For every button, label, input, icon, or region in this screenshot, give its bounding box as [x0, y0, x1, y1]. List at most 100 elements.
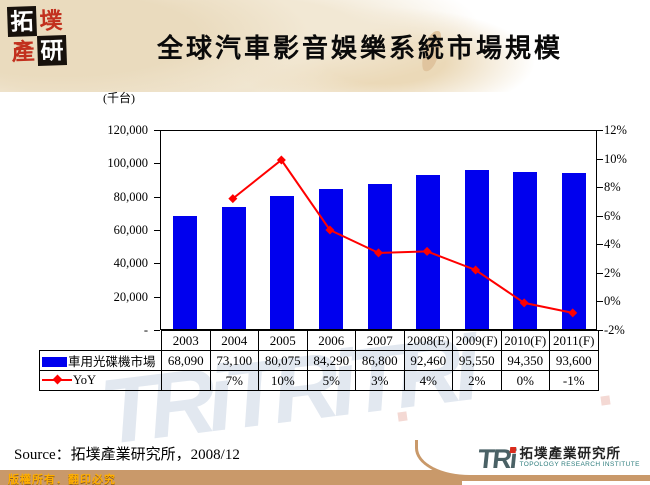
right-axis-label: -2%: [604, 323, 625, 337]
bar-value-cell: 68,090: [161, 350, 211, 371]
yoy-marker: [471, 265, 481, 275]
year-header-cell: 2011(F): [549, 330, 599, 351]
yoy-value-cell: 7%: [209, 370, 259, 391]
yoy-value-cell: 10%: [258, 370, 308, 391]
seal-char: 墣: [39, 7, 63, 34]
right-axis-label: 4%: [604, 237, 621, 252]
right-axis-tick: [597, 244, 603, 246]
yoy-value-cell: 4%: [403, 370, 453, 391]
page-title: 全球汽車影音娛樂系統市場規模: [156, 34, 563, 63]
legend-cell-yoy-series: YoY: [39, 370, 162, 391]
y-axis-label: 120,000: [107, 123, 148, 137]
bar-2006: [318, 188, 343, 329]
bar-2004: [221, 207, 246, 329]
year-header-cell: 2005: [258, 330, 308, 351]
bar-2007: [367, 184, 392, 329]
y-axis-label: -: [143, 323, 148, 337]
y-axis-label: 60,000: [113, 223, 148, 237]
right-axis-label: 10%: [604, 151, 627, 166]
logo-red-dot-icon: [509, 447, 516, 453]
yoy-marker: [519, 298, 529, 308]
bar-series-label: 車用光碟機市場: [68, 355, 156, 369]
right-axis-tick: [597, 301, 603, 303]
bar-2011(F): [561, 173, 586, 329]
yoy-value-cell: [161, 370, 211, 391]
yoy-value-cell: 3%: [355, 370, 405, 391]
header-banner: [0, 0, 650, 92]
yoy-key-diamond: [52, 374, 63, 385]
yoy-value-cell: 0%: [500, 370, 550, 391]
seal-char: 拓: [6, 6, 38, 38]
source-text: Source：拓墣產業研究所，2008/12: [14, 447, 240, 463]
year-header-cell: 2009(F): [452, 330, 502, 351]
bar-2003: [173, 215, 198, 329]
right-axis-tick: [597, 130, 603, 131]
right-axis-label: 0%: [604, 294, 621, 309]
table-row-bar-values: 車用光碟機市場 68,090 73,100 80,075 84,290 86,800 92…: [39, 350, 599, 371]
yoy-value-cell: 2%: [452, 370, 502, 391]
y-axis-tick: [154, 296, 160, 298]
yoy-marker: [325, 225, 335, 235]
year-header-cell: 2006: [306, 330, 356, 351]
seal-char: 產: [11, 38, 35, 65]
bar-value-cell: 86,800: [355, 350, 405, 371]
yoy-marker: [422, 246, 432, 256]
right-axis-tick: [597, 187, 603, 189]
right-axis-tick: [597, 330, 603, 331]
tri-logo: TRi 拓墣產業研究所 TOPOLOGY RESEARCH INSTITUTE: [476, 444, 640, 474]
watermark-red-dot: [600, 395, 611, 406]
right-axis-label: 8%: [604, 180, 621, 195]
copyright-text: 版權所有．翻印必究: [8, 474, 116, 485]
bar-value-cell: 80,075: [258, 350, 308, 371]
tri-wordmark: TRi: [476, 444, 517, 474]
y-axis-tick: [154, 163, 160, 165]
y-axis-tick: [154, 263, 160, 265]
year-header-cell: 2003: [161, 330, 211, 351]
table-corner-empty: [40, 331, 162, 351]
bar-2005: [270, 195, 295, 329]
year-header-cell: 2008(E): [403, 330, 453, 351]
legend-cell-bar-series: 車用光碟機市場: [39, 350, 162, 371]
yoy-series-label: YoY: [73, 373, 97, 387]
chart-plot-area: [160, 130, 597, 330]
right-axis-tick: [597, 272, 603, 274]
bar-value-cell: 73,100: [209, 350, 259, 371]
company-seal-logo: 拓 墣 產 研: [6, 5, 68, 67]
right-axis-tick: [597, 215, 603, 217]
yoy-value-cell: 5%: [306, 370, 356, 391]
yoy-line-layer: [228, 155, 578, 318]
bar-value-cell: 95,550: [452, 350, 502, 371]
year-header-cell: 2004: [209, 330, 259, 351]
footer-plate-underline: [462, 481, 650, 485]
y-axis-label: 40,000: [113, 256, 148, 271]
yoy-marker: [228, 194, 238, 204]
table-row-years: 2003 2004 2005 2006 2007 2008(E) 2009(F) 2010(F…: [40, 330, 599, 351]
yoy-marker: [276, 155, 286, 165]
seal-char: 研: [37, 34, 68, 66]
yoy-marker: [568, 308, 578, 318]
footer-logo-plate: TRi 拓墣產業研究所 TOPOLOGY RESEARCH INSTITUTE: [415, 440, 650, 478]
bar-value-cell: 94,350: [500, 350, 550, 371]
bar-series-swatch: [42, 357, 67, 367]
bar-value-cell: 84,290: [306, 350, 356, 371]
logo-name-en: TOPOLOGY RESEARCH INSTITUTE: [519, 461, 640, 468]
right-axis-tick: [597, 158, 603, 160]
tri-logo-names: 拓墣產業研究所 TOPOLOGY RESEARCH INSTITUTE: [520, 446, 640, 469]
table-row-yoy-values: YoY 7% 10% 5% 3% 4% 2% 0% -1%: [39, 370, 599, 391]
right-axis-label: 2%: [604, 265, 621, 280]
bar-value-cell: 92,460: [403, 350, 453, 371]
yoy-line: [232, 158, 573, 314]
y-axis-tick: [154, 330, 160, 331]
bar-2009(F): [464, 169, 489, 329]
right-axis-label: 12%: [604, 123, 627, 137]
data-table: 2003 2004 2005 2006 2007 2008(E) 2009(F) 2010(F…: [39, 330, 599, 391]
watermark-red-dot: [397, 411, 408, 422]
logo-name-zh: 拓墣產業研究所: [519, 446, 621, 461]
y-axis-label: 20,000: [113, 289, 148, 304]
yoy-value-cell: -1%: [549, 370, 599, 391]
y-axis-tick: [154, 130, 160, 131]
y-axis-label: 100,000: [107, 156, 148, 171]
right-axis-label: 6%: [604, 208, 621, 223]
y-axis-tick: [154, 196, 160, 198]
